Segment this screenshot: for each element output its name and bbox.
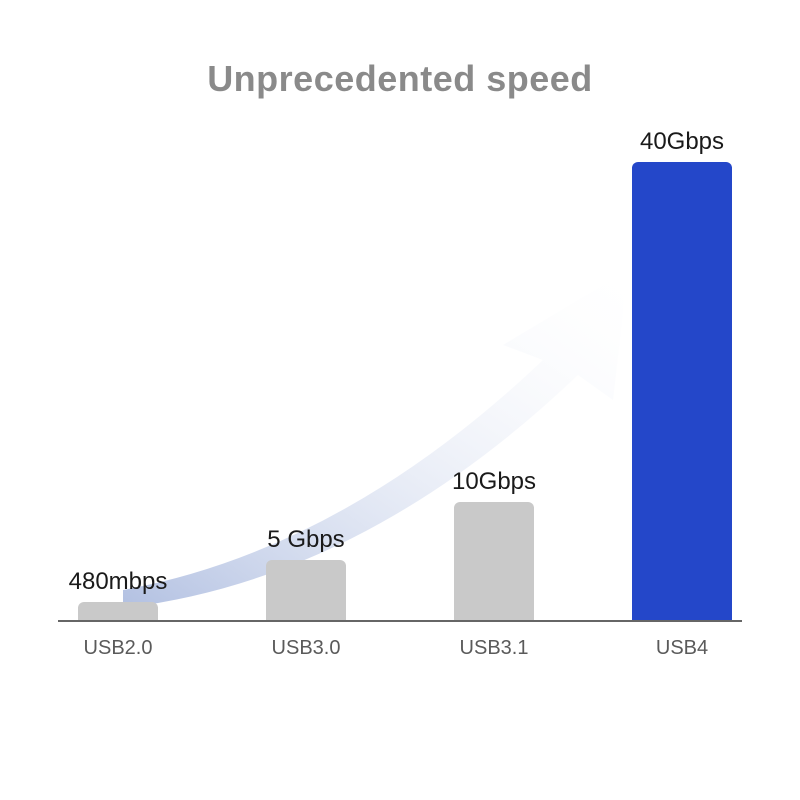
chart-title: Unprecedented speed xyxy=(0,58,800,100)
bar xyxy=(632,162,732,620)
bar-value-label: 10Gbps xyxy=(452,468,536,496)
bar-category-label: USB2.0 xyxy=(58,637,178,660)
bar-group: 5 Gbps xyxy=(246,526,366,620)
bar xyxy=(78,602,158,620)
labels-container: USB2.0 USB3.0 USB3.1 USB4 xyxy=(58,637,742,660)
bar-category-label: USB3.1 xyxy=(434,637,554,660)
bar-category-label: USB4 xyxy=(622,637,742,660)
chart-area: 480mbps5 Gbps10Gbps40Gbps USB2.0USB3.0US… xyxy=(58,120,742,670)
bar-group: 10Gbps xyxy=(434,468,554,620)
bar-value-label: 5 Gbps xyxy=(267,526,344,554)
bar-category-label: USB3.0 xyxy=(246,637,366,660)
bar xyxy=(454,502,534,620)
bar-value-label: 40Gbps xyxy=(640,128,724,156)
bar-group: 480mbps xyxy=(58,568,178,620)
bar-group: 40Gbps xyxy=(622,128,742,620)
bars-container: 480mbps 5 Gbps 10Gbps 40Gbps xyxy=(58,120,742,620)
x-axis-line xyxy=(58,620,742,622)
bar xyxy=(266,560,346,620)
bar-value-label: 480mbps xyxy=(69,568,168,596)
